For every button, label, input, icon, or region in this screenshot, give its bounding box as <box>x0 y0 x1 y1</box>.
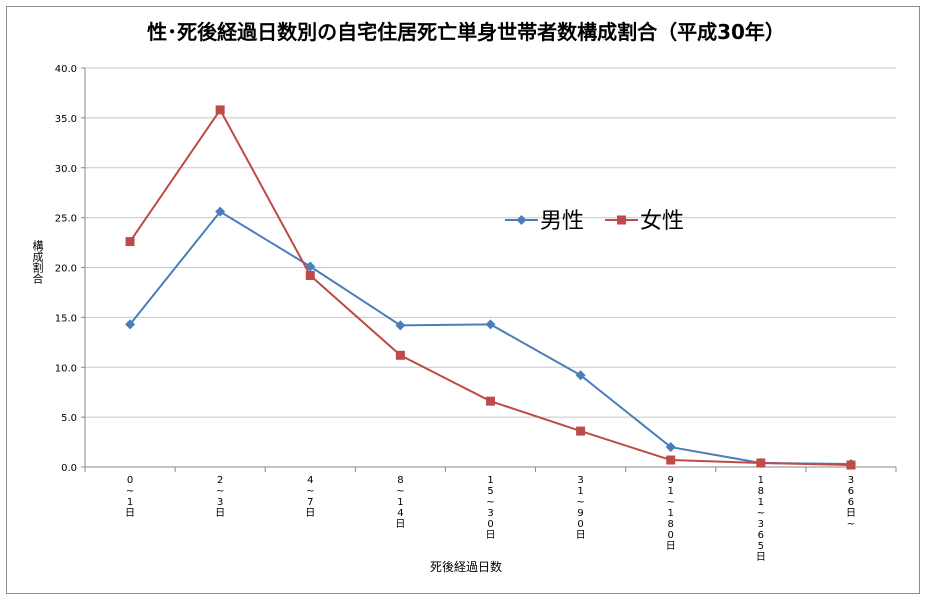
y-tick-label: 25.0 <box>55 214 77 225</box>
data-point <box>125 237 135 247</box>
data-point <box>395 320 406 331</box>
data-point <box>486 396 495 406</box>
x-tick-label: 0 ~1 日 <box>125 475 135 519</box>
data-point <box>395 350 405 360</box>
x-tick-label: 3 1 ~9 0 日 <box>576 475 586 541</box>
x-tick-label: 3 6 6 日~ <box>846 475 856 530</box>
legend-label: 女性 <box>640 209 684 234</box>
x-tick-label: 8 ~1 4 日 <box>395 475 405 530</box>
data-point <box>305 270 315 280</box>
y-tick-label: 30.0 <box>55 164 77 175</box>
chart-title: 性･死後経過日数別の自宅住居死亡単身世帯者数構成割合（平成30年） <box>147 20 785 44</box>
x-axis-label: 死後経過日数 <box>429 560 502 574</box>
y-tick-label: 40.0 <box>55 64 77 75</box>
y-axis-label: 構成割合 <box>31 240 44 284</box>
y-tick-label: 0.0 <box>61 463 77 474</box>
x-tick-label: 2 ~3 日 <box>215 475 225 519</box>
y-tick-label: 15.0 <box>55 313 77 324</box>
data-point <box>756 458 766 468</box>
y-tick-label: 35.0 <box>55 114 77 125</box>
series-line <box>129 107 851 467</box>
data-point <box>666 455 676 465</box>
data-point <box>215 105 225 115</box>
x-tick-label: 4 ~7 日 <box>305 475 315 519</box>
data-point <box>125 319 136 330</box>
data-point <box>576 426 586 436</box>
y-tick-label: 20.0 <box>55 264 77 275</box>
data-point <box>215 206 226 217</box>
chart-frame <box>6 6 920 594</box>
series-line <box>129 210 851 466</box>
data-point <box>846 460 856 470</box>
data-point <box>665 442 676 453</box>
data-point <box>485 319 496 330</box>
y-tick-label: 5.0 <box>61 413 77 424</box>
data-point <box>575 370 586 381</box>
legend-marker <box>617 215 626 225</box>
x-tick-label: 9 1 ~1 8 0 日 <box>666 475 676 552</box>
x-tick-label: 1 8 1 ~3 6 5 日 <box>756 475 766 563</box>
y-tick-label: 10.0 <box>55 363 77 374</box>
legend-marker <box>516 215 527 225</box>
legend-label: 男性 <box>540 209 584 234</box>
x-tick-label: 1 5 ~3 0 日 <box>486 475 496 541</box>
